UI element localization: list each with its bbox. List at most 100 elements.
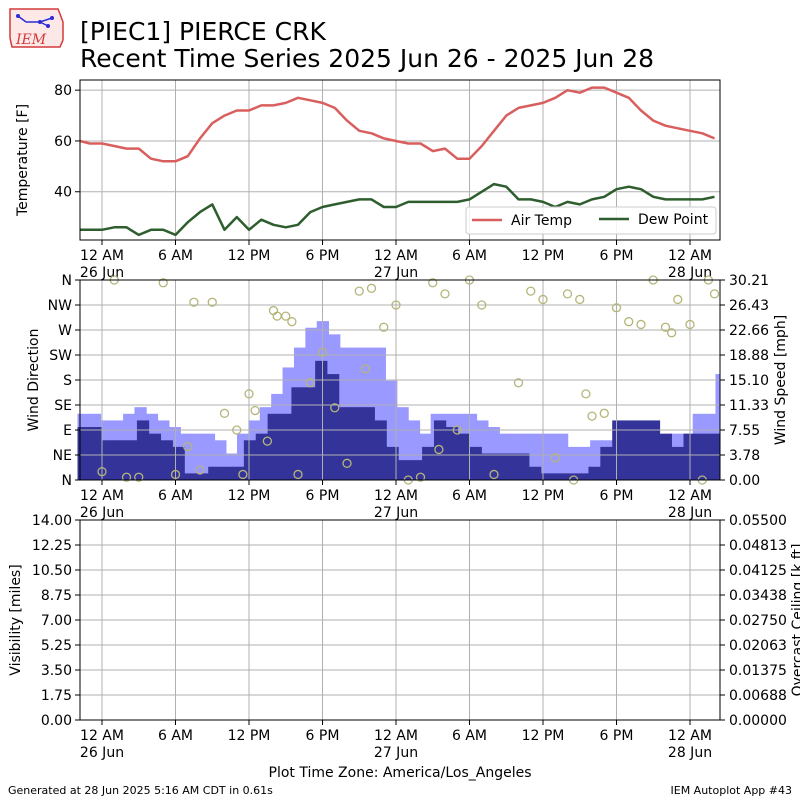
- legend-label-dew-point: Dew Point: [638, 212, 709, 228]
- wind-speed-bar: [160, 440, 173, 480]
- visibility-tick-label: 7.00: [41, 613, 72, 629]
- x-tick-label: 12 PM: [522, 248, 565, 264]
- wind-direction-point: [244, 389, 254, 399]
- wind-direction-y-label: Wind Direction: [26, 329, 42, 432]
- x-tick-label: 12 AM: [80, 488, 124, 504]
- wind-direction-point: [673, 294, 683, 305]
- legend-box: [465, 206, 717, 235]
- wind-direction-point: [250, 405, 260, 416]
- wind-direction-point: [636, 319, 646, 330]
- wind-direction-point: [513, 378, 524, 388]
- wind-direction-point: [581, 389, 591, 399]
- x-tick-date-label: 26 Jun: [80, 505, 124, 521]
- x-tick-label: 6 PM: [306, 728, 340, 744]
- wind-direction-point: [660, 322, 671, 332]
- wind-direction-point: [526, 286, 536, 296]
- wind-direction-point: [434, 444, 444, 455]
- wind-speed-bar: [576, 473, 589, 480]
- wind-panel: N NE E SE S SW W NW N 0.00 3.78 7.55 11.33 15.10 18.8…: [26, 273, 789, 521]
- wind-speed-bar: [89, 427, 102, 480]
- visibility-tick-label: 10.50: [32, 563, 72, 579]
- x-tick-label: 6 AM: [452, 248, 487, 264]
- wind-speed-bar: [374, 420, 387, 480]
- wind-speed-bar: [624, 420, 637, 480]
- visibility-y-label: Visibility [miles]: [8, 564, 24, 675]
- ceiling-tick-label: 0.01375: [729, 663, 787, 679]
- x-tick-label: 12 AM: [80, 248, 124, 264]
- wind-speed-bar: [410, 460, 423, 480]
- x-tick-label: 12 PM: [228, 248, 271, 264]
- x-tick-label: 12 PM: [522, 728, 565, 744]
- wind-speed-bar: [196, 473, 209, 480]
- wind-direction-point: [366, 283, 377, 293]
- ceiling-tick-label: 0.02063: [729, 638, 787, 654]
- chart-subtitle: Recent Time Series 2025 Jun 26 - 2025 Ju…: [80, 44, 654, 73]
- wind-direction-point: [379, 322, 389, 332]
- x-tick-label: 6 PM: [600, 488, 634, 504]
- visibility-tick-label: 8.75: [41, 588, 72, 604]
- wind-direction-point: [489, 469, 499, 480]
- x-tick-label: 6 PM: [306, 488, 340, 504]
- x-tick-label: 6 AM: [452, 728, 487, 744]
- temperature-plot-frame: [79, 79, 721, 241]
- x-tick-label: 12 AM: [668, 488, 712, 504]
- wind-direction-point: [391, 300, 401, 310]
- wind-speed-bar: [327, 374, 340, 480]
- x-tick-label: 6 PM: [600, 248, 634, 264]
- wind-speed-bar: [433, 420, 447, 480]
- x-tick-label: 6 AM: [158, 248, 193, 264]
- y-tick-label: 60: [54, 134, 72, 150]
- logo-text: IEM: [15, 32, 47, 48]
- wind-direction-point: [195, 465, 205, 475]
- wind-speed-bar: [291, 387, 304, 480]
- wind-direction-point: [562, 289, 573, 299]
- direction-tick-label: N: [62, 273, 72, 289]
- wind-speed-bar: [338, 407, 352, 480]
- wind-speed-bar: [231, 466, 245, 480]
- direction-tick-label: NE: [53, 448, 72, 464]
- wind-direction-point: [452, 425, 462, 435]
- direction-tick-label: W: [58, 323, 72, 339]
- x-tick-label: 6 AM: [158, 488, 193, 504]
- ceiling-tick-label: 0.04813: [729, 538, 787, 554]
- visibility-tick-label: 1.75: [41, 688, 72, 704]
- wind-direction-point: [709, 289, 720, 299]
- speed-tick-label: 22.66: [729, 323, 769, 339]
- x-tick-date-label: 27 Jun: [374, 265, 418, 281]
- wind-direction-point: [97, 467, 107, 477]
- wind-speed-bar: [540, 473, 554, 480]
- wind-speed-bar: [481, 453, 494, 480]
- direction-tick-label: SE: [54, 398, 72, 414]
- wind-direction-point: [624, 317, 634, 327]
- x-tick-label: 12 AM: [668, 728, 712, 744]
- x-tick-date-label: 27 Jun: [374, 745, 418, 761]
- wind-speed-bar: [362, 407, 375, 480]
- direction-tick-label: E: [63, 423, 72, 439]
- x-tick-label: 12 PM: [522, 488, 565, 504]
- x-tick-date-label: 27 Jun: [374, 505, 418, 521]
- temperature-y-label: Temperature [F]: [15, 104, 31, 217]
- wind-direction-point: [317, 347, 328, 357]
- speed-tick-label: 11.33: [729, 398, 769, 414]
- x-tick-date-label: 26 Jun: [80, 265, 124, 281]
- dew-point-line: [80, 182, 715, 237]
- iem-logo: IEM: [9, 8, 64, 48]
- wind-speed-bar: [552, 473, 566, 480]
- wind-direction-point: [575, 294, 585, 305]
- ceiling-tick-label: 0.02750: [729, 613, 787, 629]
- wind-direction-point: [287, 317, 297, 327]
- wind-direction-point: [330, 403, 340, 413]
- x-tick-label: 12 PM: [228, 488, 271, 504]
- wind-direction-point: [538, 294, 548, 305]
- x-tick-label: 12 AM: [374, 488, 418, 504]
- wind-speed-bar: [255, 433, 268, 480]
- wind-direction-point: [360, 364, 371, 374]
- speed-tick-label: 7.55: [729, 423, 760, 439]
- y-tick-label: 40: [54, 185, 72, 201]
- x-tick-label: 6 AM: [158, 728, 193, 744]
- direction-tick-label: S: [63, 373, 72, 389]
- wind-speed-bar: [172, 446, 185, 480]
- wind-direction-point: [232, 425, 242, 435]
- wind-speed-bar: [386, 446, 399, 480]
